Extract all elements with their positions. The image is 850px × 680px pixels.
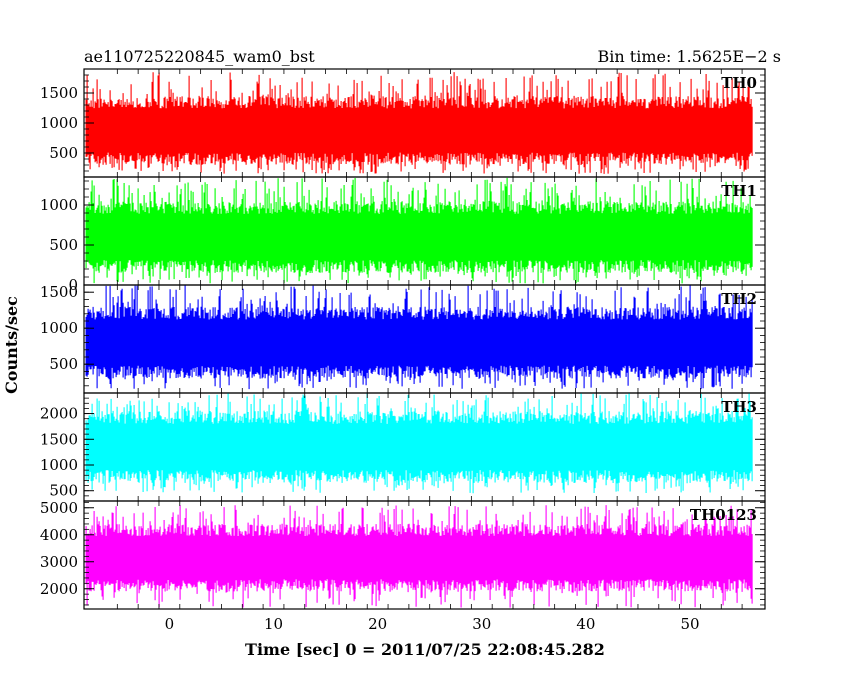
y-tick-label: 0 <box>68 276 78 294</box>
series-label-th2: TH2 <box>721 290 757 308</box>
x-tick-label: 20 <box>368 615 387 633</box>
series-trace-th0123 <box>85 505 753 608</box>
y-tick-label: 2000 <box>40 580 78 598</box>
y-tick-label: 5000 <box>40 499 78 517</box>
x-tick-label: 10 <box>264 615 283 633</box>
y-tick-label: 1500 <box>40 430 78 448</box>
x-tick-label: 50 <box>680 615 699 633</box>
y-tick-label: 500 <box>49 482 78 500</box>
y-tick-label: 1000 <box>40 319 78 337</box>
panel-frame-th0123 <box>83 500 766 610</box>
y-tick-label: 2000 <box>40 405 78 423</box>
series-label-th3: TH3 <box>721 398 757 416</box>
y-tick-label: 500 <box>49 355 78 373</box>
series-label-th0: TH0 <box>721 74 757 92</box>
y-tick-label: 1500 <box>40 84 78 102</box>
x-axis-title: Time [sec] 0 = 2011/07/25 22:08:45.282 <box>245 640 605 659</box>
y-tick-label: 500 <box>49 144 78 162</box>
series-label-th1: TH1 <box>721 182 757 200</box>
series-trace-th3 <box>85 393 753 494</box>
chart-title-right: Bin time: 1.5625E−2 s <box>598 47 781 66</box>
y-tick-label: 1500 <box>40 283 78 301</box>
y-tick-label: 500 <box>49 236 78 254</box>
y-axis-title: Counts/sec <box>2 296 21 394</box>
series-trace-th0 <box>85 72 753 174</box>
y-tick-label: 1000 <box>40 196 78 214</box>
series-trace-th1 <box>85 177 753 284</box>
y-tick-label: 4000 <box>40 526 78 544</box>
x-tick-label: 30 <box>472 615 491 633</box>
y-tick-label: 3000 <box>40 553 78 571</box>
x-tick-label: 40 <box>576 615 595 633</box>
x-tick-label: 0 <box>165 615 175 633</box>
chart-title-left: ae110725220845_wam0_bst <box>84 47 315 66</box>
y-tick-label: 1000 <box>40 114 78 132</box>
y-tick-label: 1000 <box>40 456 78 474</box>
series-trace-th2 <box>85 285 753 390</box>
series-label-th0123: TH0123 <box>690 506 757 524</box>
